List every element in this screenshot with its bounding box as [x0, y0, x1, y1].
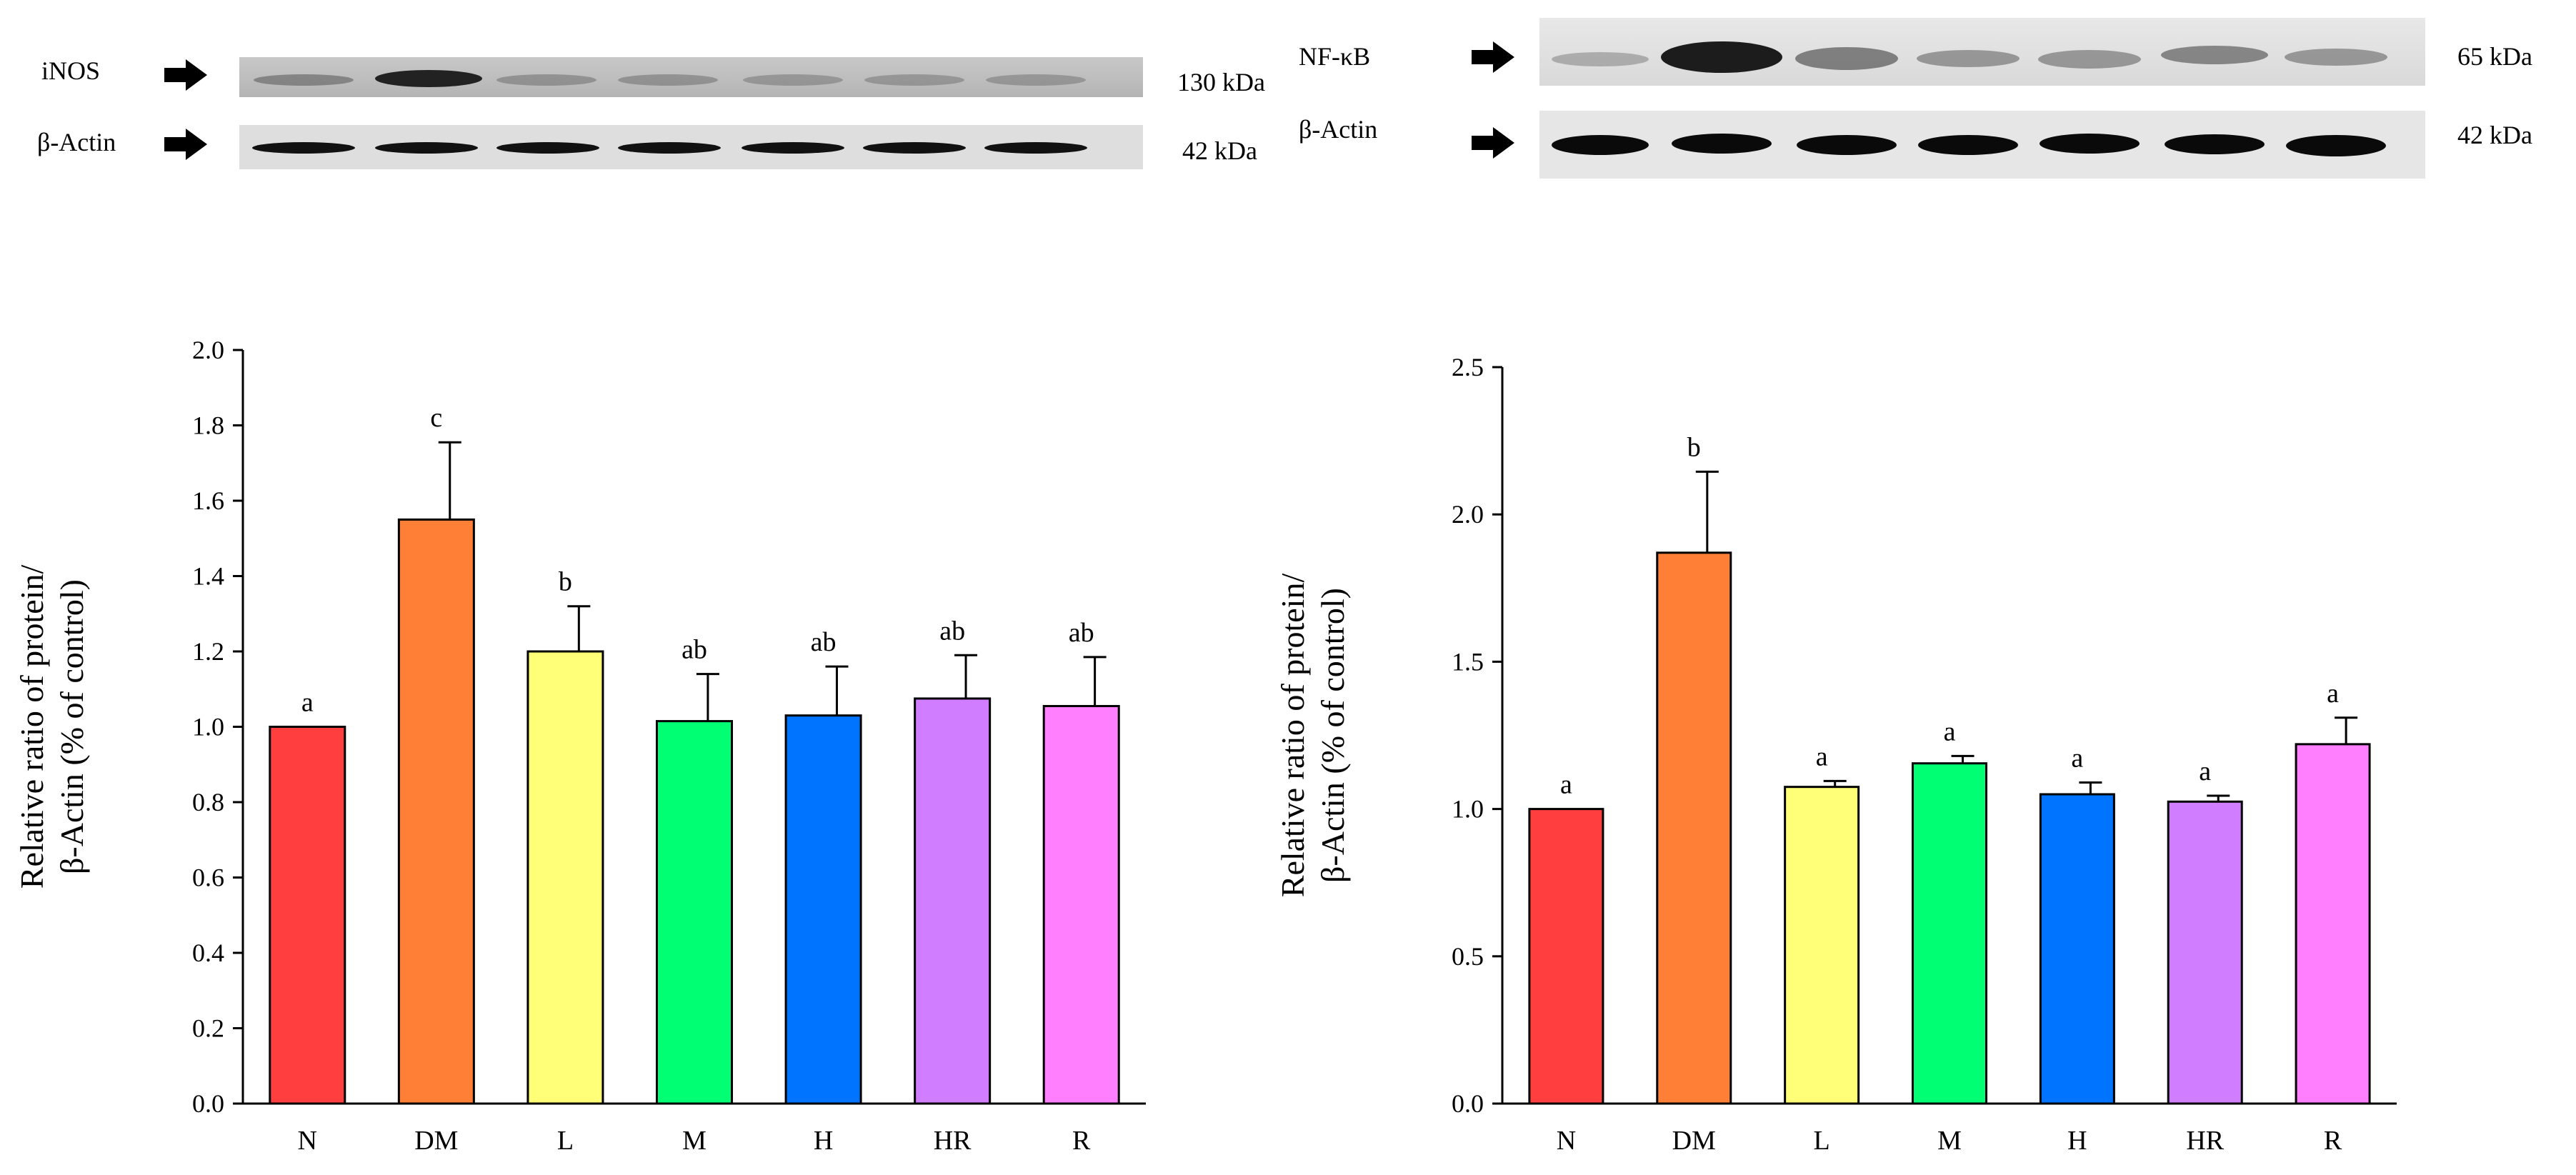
- bar-M: [1912, 762, 1987, 1105]
- arrow-icon-inos: [164, 59, 207, 91]
- blot-label-inos: iNOS: [41, 56, 101, 85]
- x-tick-label: H: [2067, 1126, 2087, 1156]
- blot-strip-nfkb: [1539, 18, 2425, 86]
- bar-M: [656, 720, 733, 1105]
- bar-H: [2039, 793, 2115, 1105]
- significance-label: ab: [682, 635, 707, 665]
- y-tick-label: 1.8: [192, 411, 224, 440]
- x-tick-label: M: [1937, 1126, 1962, 1156]
- chart-1: 0.0 0.5 1.0 1.5 2.0 2.5 a Nb DM a La Ma Ha HR a R Relati…: [1274, 353, 2397, 1156]
- bar-R: [1042, 704, 1120, 1105]
- significance-label: a: [301, 688, 314, 718]
- x-tick-label: H: [814, 1126, 833, 1156]
- y-axis-label-line1: Relative ratio of protein/: [1274, 574, 1311, 898]
- x-tick-label: N: [1557, 1126, 1576, 1156]
- y-axis-label-line2: β-Actin (% of control): [54, 579, 90, 874]
- x-tick-label: DM: [1672, 1126, 1716, 1156]
- blot-size-actin-right: 42 kDa: [2457, 121, 2532, 149]
- blot-strip-actin-right: [1539, 111, 2425, 179]
- blot-size-inos: 130 kDa: [1177, 68, 1265, 96]
- arrow-icon-actin-left: [164, 129, 207, 160]
- y-tick-label: 1.4: [192, 562, 224, 591]
- x-tick-label: DM: [414, 1126, 458, 1156]
- bar-DM: [397, 518, 475, 1105]
- y-tick-label: 0.8: [192, 788, 224, 816]
- blot-size-nfkb: 65 kDa: [2457, 42, 2532, 71]
- significance-label: a: [1944, 716, 1956, 746]
- x-tick-label: HR: [2186, 1126, 2224, 1156]
- y-tick-label: 1.5: [1452, 647, 1484, 676]
- y-tick-label: 1.2: [192, 637, 224, 666]
- y-tick-label: 0.0: [192, 1089, 224, 1118]
- bar-R: [2295, 743, 2371, 1105]
- y-tick-label: 2.0: [1452, 500, 1484, 529]
- y-tick-label: 0.0: [1452, 1089, 1484, 1118]
- blot-label-actin-left: β-Actin: [37, 128, 116, 156]
- chart-0: 0.0 0.2 0.4 0.6 0.8 1.0 1.2 1.4 1.6 1.8 2.0 a Nc DM b L…: [14, 336, 1146, 1156]
- x-tick-label: R: [1072, 1126, 1091, 1156]
- significance-label: ab: [811, 627, 837, 657]
- y-tick-label: 2.5: [1452, 353, 1484, 381]
- bar-HR: [2167, 800, 2243, 1105]
- blot-strip-inos: [239, 57, 1143, 97]
- bar-HR: [914, 697, 992, 1105]
- y-tick-label: 1.0: [192, 713, 224, 741]
- significance-label: ab: [939, 616, 965, 646]
- bar-L: [1784, 786, 1860, 1105]
- y-tick-label: 1.6: [192, 486, 224, 515]
- y-tick-label: 2.0: [192, 336, 224, 364]
- significance-label: a: [2199, 756, 2211, 786]
- y-tick-label: 0.5: [1452, 942, 1484, 971]
- significance-label: b: [1687, 432, 1701, 462]
- y-axis-label-line2: β-Actin (% of control): [1314, 588, 1351, 883]
- x-tick-label: N: [298, 1126, 317, 1156]
- significance-label: a: [1560, 770, 1572, 800]
- blot-size-actin-left: 42 kDa: [1182, 136, 1257, 165]
- significance-label: c: [430, 403, 442, 433]
- bar-H: [784, 714, 862, 1105]
- y-tick-label: 1.0: [1452, 795, 1484, 824]
- bar-N: [269, 726, 346, 1105]
- x-tick-label: R: [2324, 1126, 2342, 1156]
- significance-label: a: [2071, 743, 2083, 773]
- arrow-icon-nfkb: [1472, 41, 1514, 73]
- arrow-icon-actin-right: [1472, 127, 1514, 159]
- x-tick-label: HR: [934, 1126, 972, 1156]
- significance-label: a: [1816, 741, 1828, 771]
- x-tick-label: M: [682, 1126, 707, 1156]
- y-tick-label: 0.4: [192, 939, 224, 967]
- significance-label: a: [2327, 679, 2339, 709]
- blot-label-nfkb: NF-κB: [1299, 42, 1371, 71]
- blot-strip-actin-left: [239, 125, 1143, 169]
- x-tick-label: L: [1814, 1126, 1830, 1156]
- y-tick-label: 0.2: [192, 1014, 224, 1043]
- significance-label: b: [559, 567, 572, 597]
- bar-DM: [1656, 551, 1732, 1105]
- y-tick-label: 0.6: [192, 864, 224, 892]
- x-tick-label: L: [557, 1126, 574, 1156]
- bar-L: [526, 650, 604, 1105]
- y-axis-label-line1: Relative ratio of protein/: [14, 565, 50, 889]
- significance-label: ab: [1069, 618, 1094, 648]
- blot-label-actin-right: β-Actin: [1299, 115, 1378, 144]
- bar-N: [1528, 808, 1604, 1105]
